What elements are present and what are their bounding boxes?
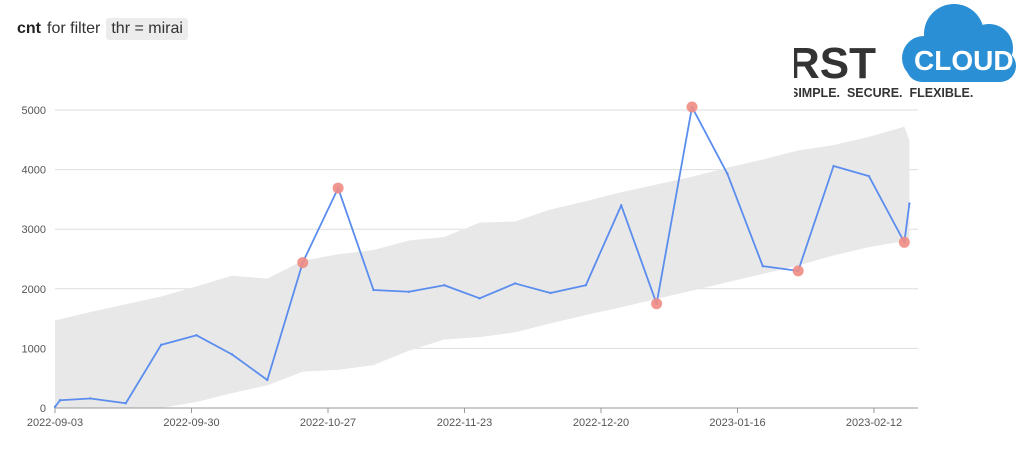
- series-point: [761, 264, 764, 268]
- series-point: [549, 291, 552, 295]
- y-tick-label: 1000: [22, 343, 46, 355]
- series-point: [513, 282, 517, 285]
- series-point: [478, 297, 481, 300]
- series-point: [266, 378, 269, 382]
- series-point: [443, 284, 446, 287]
- cloud-icon: [902, 4, 1016, 82]
- x-tick-label: 2022-12-20: [573, 417, 629, 429]
- series-point: [584, 284, 588, 287]
- x-tick-label: 2022-09-03: [27, 417, 83, 429]
- logo-brand-right: CLOUD: [914, 45, 1014, 76]
- y-tick-label: 3000: [22, 224, 46, 236]
- series-point: [58, 399, 62, 402]
- series-point: [53, 405, 57, 409]
- logo-tagline: SIMPLE. SECURE. FLEXIBLE.: [794, 86, 973, 100]
- expected-range-band: [55, 126, 910, 409]
- y-tick-label: 2000: [22, 284, 46, 296]
- series-point: [726, 172, 729, 175]
- y-tick-label: 5000: [22, 105, 46, 117]
- x-tick-label: 2022-09-30: [163, 417, 219, 429]
- logo-brand-left: RST: [794, 39, 876, 88]
- y-tick-label: 0: [40, 403, 46, 415]
- series-point: [407, 290, 411, 293]
- metric-name: cnt: [17, 20, 41, 37]
- rst-cloud-logo: RST CLOUD SIMPLE. SECURE. FLEXIBLE.: [794, 4, 1016, 100]
- anomaly-marker[interactable]: [792, 265, 804, 277]
- series-point: [159, 343, 163, 347]
- anomaly-marker[interactable]: [297, 257, 309, 269]
- x-tick-label: 2022-11-23: [437, 417, 492, 429]
- series-point: [620, 204, 623, 207]
- series-point: [832, 164, 835, 168]
- anomaly-marker[interactable]: [651, 298, 663, 310]
- anomaly-marker[interactable]: [686, 101, 698, 113]
- x-tick-label: 2023-01-16: [709, 417, 765, 429]
- anomaly-marker[interactable]: [332, 182, 344, 194]
- series-point: [372, 288, 375, 292]
- series-point: [908, 202, 911, 205]
- filter-chip[interactable]: thr = mirai: [106, 18, 188, 40]
- series-point: [89, 397, 92, 400]
- chart-header: cnt for filter thr = mirai: [17, 18, 188, 40]
- filter-label: for filter: [47, 20, 101, 37]
- series-point: [230, 353, 234, 356]
- series-point: [124, 402, 127, 405]
- x-tick-label: 2023-02-12: [846, 417, 902, 429]
- x-tick-label: 2022-10-27: [300, 417, 356, 429]
- y-tick-label: 4000: [22, 165, 46, 177]
- anomaly-marker[interactable]: [898, 236, 910, 248]
- series-point: [867, 174, 871, 178]
- series-point: [195, 334, 198, 337]
